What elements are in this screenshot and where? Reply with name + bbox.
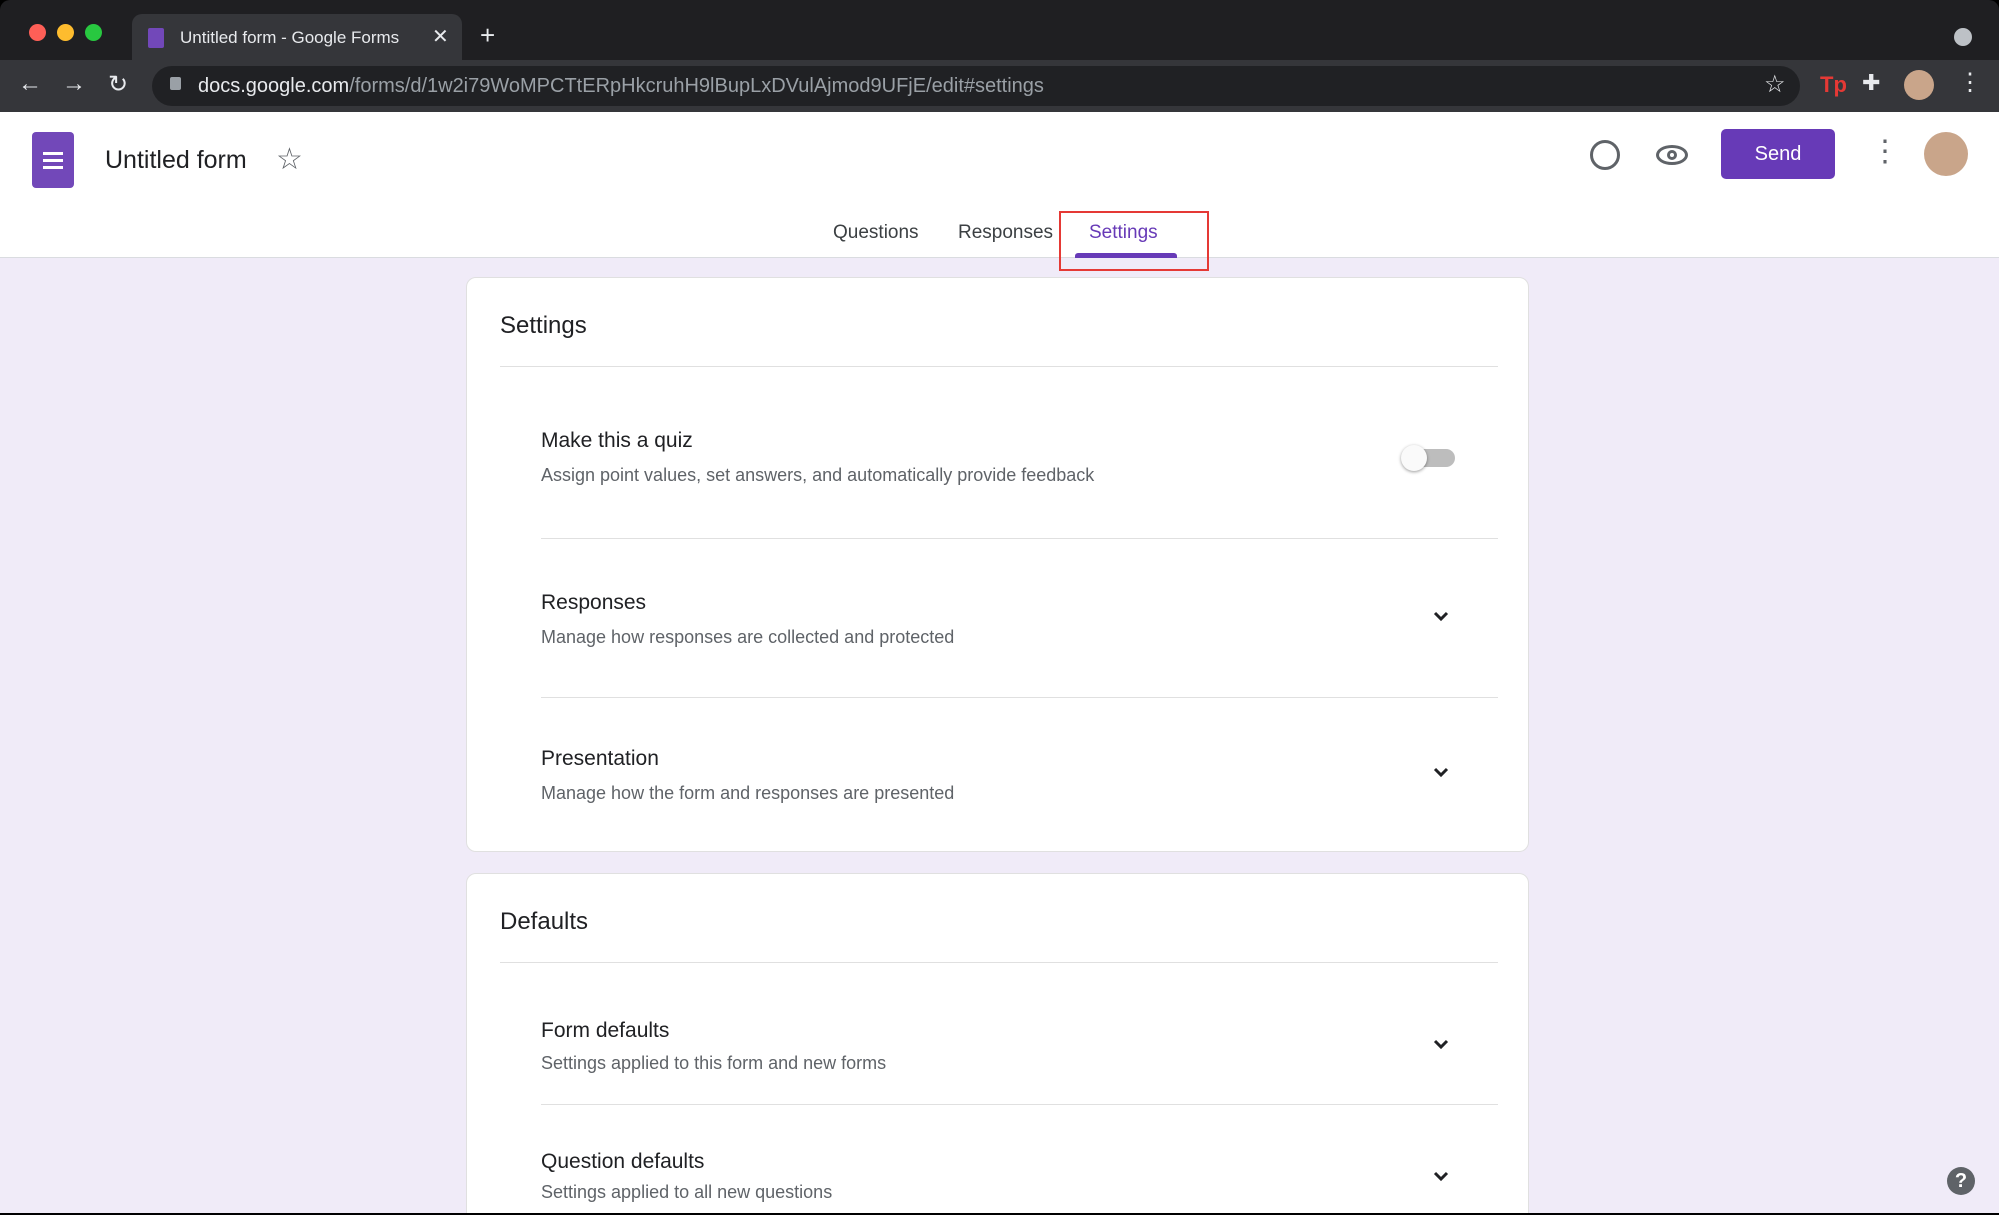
- preview-eye-icon[interactable]: [1656, 145, 1688, 165]
- form-defaults-subtitle: Settings applied to this form and new fo…: [541, 1053, 887, 1073]
- form-title[interactable]: Untitled form: [105, 146, 247, 174]
- settings-card: Settings Make this a quiz Assign point v…: [466, 277, 1529, 852]
- help-icon[interactable]: ?: [1947, 1167, 1975, 1195]
- extensions-puzzle-icon[interactable]: ✚: [1862, 70, 1881, 95]
- chevron-down-icon[interactable]: [1429, 604, 1453, 628]
- presentation-subtitle: Manage how the form and responses are pr…: [541, 783, 955, 803]
- forms-favicon-icon: [148, 28, 164, 48]
- tab-settings[interactable]: Settings: [1089, 222, 1158, 243]
- tab-questions[interactable]: Questions: [833, 222, 919, 243]
- tab-title: Untitled form - Google Forms: [180, 28, 400, 47]
- active-tab-indicator: [1075, 253, 1177, 258]
- address-bar[interactable]: docs.google.com/forms/d/1w2i79WoMPCTtERp…: [152, 66, 1800, 106]
- google-forms-logo-icon[interactable]: [32, 132, 74, 188]
- reload-icon[interactable]: ↻: [108, 71, 129, 98]
- extension-tp-icon[interactable]: Tp: [1820, 72, 1847, 97]
- settings-heading: Settings: [500, 312, 587, 339]
- tab-search-icon[interactable]: [1954, 28, 1972, 46]
- browser-tab[interactable]: Untitled form - Google Forms ✕: [132, 14, 462, 62]
- question-defaults-subtitle: Settings applied to all new questions: [541, 1182, 833, 1202]
- responses-subtitle: Manage how responses are collected and p…: [541, 627, 955, 647]
- more-options-icon[interactable]: ⋮: [1870, 135, 1900, 168]
- account-avatar[interactable]: [1924, 132, 1968, 176]
- defaults-card: Defaults Form defaults Settings applied …: [466, 873, 1529, 1213]
- back-icon[interactable]: ←: [18, 70, 42, 97]
- quiz-title: Make this a quiz: [541, 429, 693, 452]
- responses-title[interactable]: Responses: [541, 591, 647, 614]
- lock-icon: [170, 77, 181, 90]
- form-defaults-title[interactable]: Form defaults: [541, 1019, 670, 1042]
- forward-icon[interactable]: →: [62, 70, 86, 97]
- url-host: docs.google.com: [198, 75, 350, 97]
- close-tab-icon[interactable]: ✕: [432, 26, 449, 48]
- minimize-window-button[interactable]: [57, 24, 74, 41]
- send-button[interactable]: Send: [1721, 129, 1835, 179]
- browser-tab-bar: Untitled form - Google Forms ✕ +: [0, 0, 1999, 62]
- bookmark-star-icon[interactable]: ☆: [1764, 71, 1786, 98]
- chevron-down-icon[interactable]: [1429, 1164, 1453, 1188]
- url-path: /forms/d/1w2i79WoMPCTtERpHkcruhH9lBupLxD…: [349, 75, 1044, 97]
- chevron-down-icon[interactable]: [1429, 760, 1453, 784]
- forms-page: Untitled form ☆ Send ⋮ Questions Respons…: [0, 112, 1999, 1213]
- star-icon[interactable]: ☆: [276, 143, 303, 176]
- palette-icon[interactable]: [1590, 140, 1620, 170]
- close-window-button[interactable]: [29, 24, 46, 41]
- form-header: Untitled form ☆ Send ⋮ Questions Respons…: [0, 112, 1999, 271]
- new-tab-icon[interactable]: +: [480, 20, 496, 50]
- question-defaults-title[interactable]: Question defaults: [541, 1150, 705, 1173]
- defaults-heading: Defaults: [500, 908, 589, 935]
- highlight-box: [1059, 211, 1209, 271]
- chevron-down-icon[interactable]: [1429, 1032, 1453, 1056]
- quiz-subtitle: Assign point values, set answers, and au…: [541, 465, 1095, 485]
- tab-responses[interactable]: Responses: [958, 222, 1054, 243]
- quiz-toggle[interactable]: [1401, 445, 1455, 471]
- presentation-title[interactable]: Presentation: [541, 747, 659, 770]
- profile-avatar[interactable]: [1904, 70, 1934, 100]
- browser-menu-icon[interactable]: ⋮: [1958, 69, 1982, 96]
- maximize-window-button[interactable]: [85, 24, 102, 41]
